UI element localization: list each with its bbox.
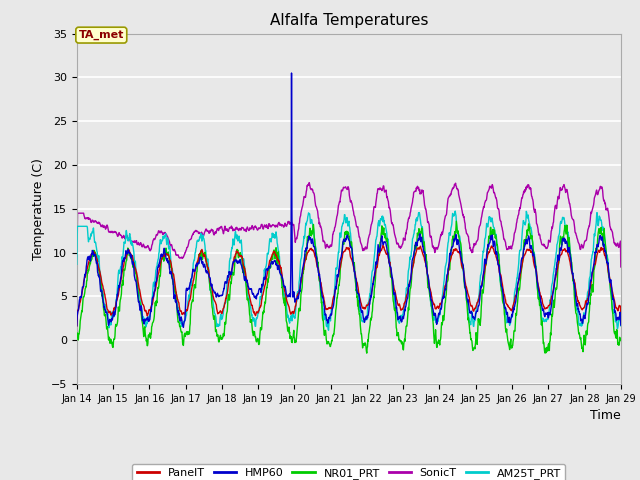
- Title: Alfalfa Temperatures: Alfalfa Temperatures: [269, 13, 428, 28]
- Legend: PanelT, HMP60, NR01_PRT, SonicT, AM25T_PRT: PanelT, HMP60, NR01_PRT, SonicT, AM25T_P…: [132, 464, 565, 480]
- Y-axis label: Temperature (C): Temperature (C): [32, 158, 45, 260]
- X-axis label: Time: Time: [590, 409, 621, 422]
- Text: TA_met: TA_met: [79, 30, 124, 40]
